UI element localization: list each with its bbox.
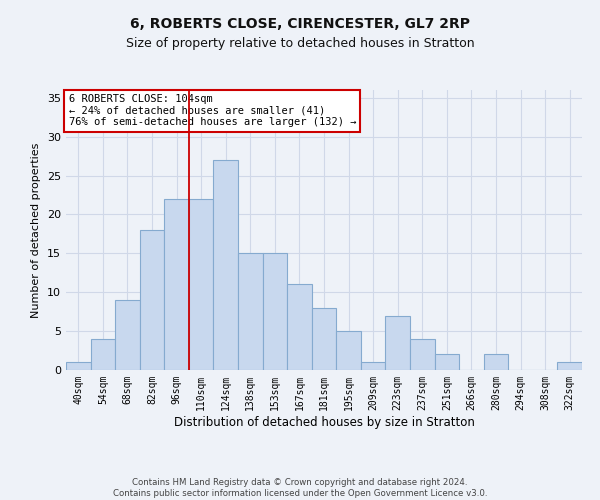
Text: Size of property relative to detached houses in Stratton: Size of property relative to detached ho… bbox=[125, 38, 475, 51]
Text: Contains HM Land Registry data © Crown copyright and database right 2024.
Contai: Contains HM Land Registry data © Crown c… bbox=[113, 478, 487, 498]
Bar bbox=[263, 254, 287, 370]
Bar bbox=[238, 254, 263, 370]
Bar bbox=[484, 354, 508, 370]
Bar bbox=[361, 362, 385, 370]
Y-axis label: Number of detached properties: Number of detached properties bbox=[31, 142, 41, 318]
Bar bbox=[164, 199, 189, 370]
Bar bbox=[312, 308, 336, 370]
Bar bbox=[287, 284, 312, 370]
Bar bbox=[336, 331, 361, 370]
Bar bbox=[66, 362, 91, 370]
Bar bbox=[140, 230, 164, 370]
Bar bbox=[91, 339, 115, 370]
Bar bbox=[385, 316, 410, 370]
X-axis label: Distribution of detached houses by size in Stratton: Distribution of detached houses by size … bbox=[173, 416, 475, 428]
Bar bbox=[189, 199, 214, 370]
Bar bbox=[410, 339, 434, 370]
Bar bbox=[434, 354, 459, 370]
Bar bbox=[115, 300, 140, 370]
Bar bbox=[557, 362, 582, 370]
Text: 6, ROBERTS CLOSE, CIRENCESTER, GL7 2RP: 6, ROBERTS CLOSE, CIRENCESTER, GL7 2RP bbox=[130, 18, 470, 32]
Text: 6 ROBERTS CLOSE: 104sqm
← 24% of detached houses are smaller (41)
76% of semi-de: 6 ROBERTS CLOSE: 104sqm ← 24% of detache… bbox=[68, 94, 356, 128]
Bar bbox=[214, 160, 238, 370]
